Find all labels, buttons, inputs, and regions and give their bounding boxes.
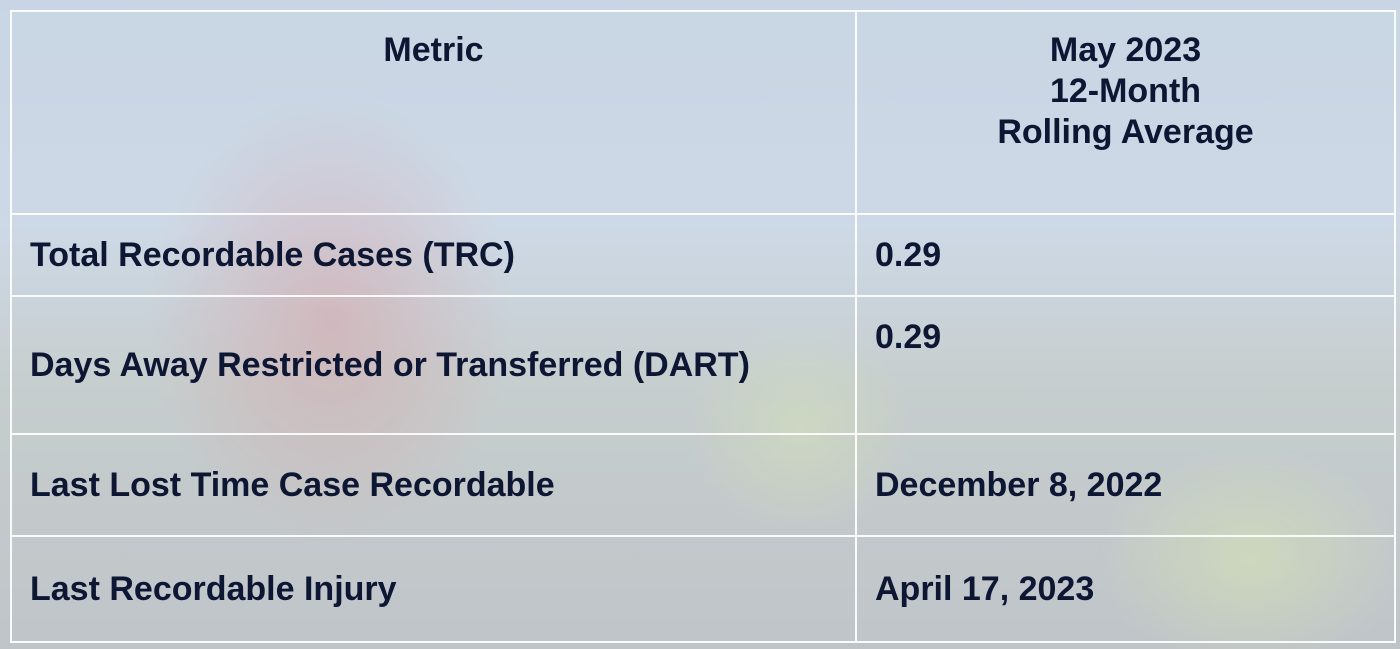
value-cell: 0.29 (856, 296, 1395, 434)
value-cell: December 8, 2022 (856, 434, 1395, 536)
metric-cell: Last Recordable Injury (11, 536, 856, 642)
row: Total Recordable Cases (TRC) 0.29 (11, 214, 1395, 296)
metric-text: Days Away Restricted or Transferred (DAR… (30, 345, 750, 386)
header-cell: Metric (11, 11, 856, 214)
row: Last Lost Time Case Recordable December … (11, 434, 1395, 536)
header-row: Metric May 2023 12-Month Rolling Average (11, 11, 1395, 214)
row: Days Away Restricted or Transferred (DAR… (11, 296, 1395, 434)
metric-cell: Last Lost Time Case Recordable (11, 434, 856, 536)
header-cell: May 2023 12-Month Rolling Average (856, 11, 1395, 214)
metric-cell: Total Recordable Cases (TRC) (11, 214, 856, 296)
metrics-table: Metric May 2023 12-Month Rolling Average… (10, 10, 1396, 643)
value-cell: April 17, 2023 (856, 536, 1395, 642)
page: Metric May 2023 12-Month Rolling Average… (0, 0, 1400, 649)
value-cell: 0.29 (856, 214, 1395, 296)
row: Last Recordable Injury April 17, 2023 (11, 536, 1395, 642)
metric-cell: Days Away Restricted or Transferred (DAR… (11, 296, 856, 434)
